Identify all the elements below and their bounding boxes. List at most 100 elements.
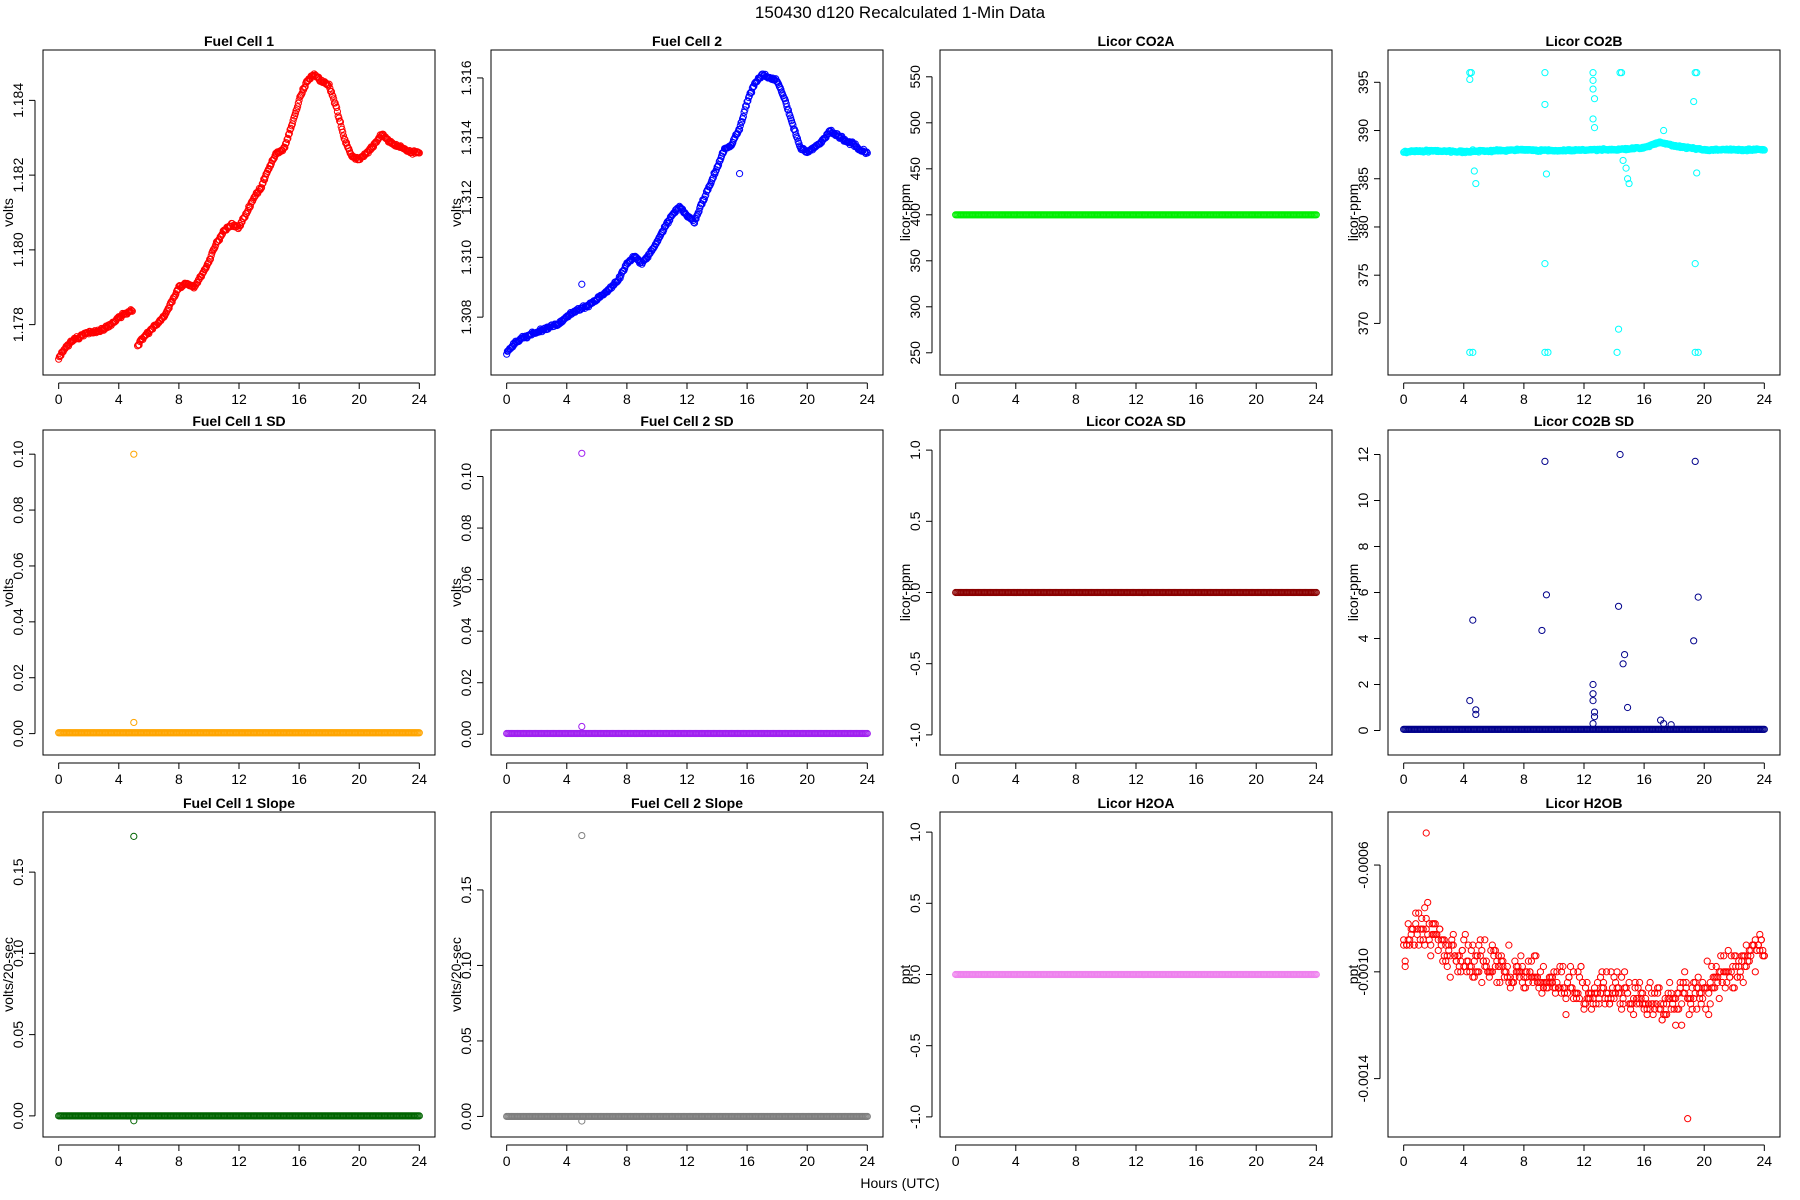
data-point [1401, 962, 1409, 971]
data-point [1412, 920, 1420, 928]
data-point [644, 253, 652, 261]
data-points [55, 70, 423, 363]
data-point [1613, 348, 1621, 356]
y-tick-label: 1.184 [10, 83, 26, 118]
data-point [333, 107, 342, 116]
data-point [1488, 941, 1496, 949]
data-point [1706, 1000, 1714, 1008]
data-point [784, 105, 792, 114]
data-point [1629, 1010, 1638, 1019]
data-point [1469, 616, 1477, 624]
x-tick-label: 8 [175, 1153, 183, 1169]
x-tick-label: 12 [1128, 771, 1144, 787]
y-tick-label: 0.5 [907, 511, 923, 531]
x-tick-label: 16 [1636, 771, 1652, 787]
data-point [1496, 962, 1504, 971]
data-point [1449, 930, 1457, 939]
x-axis: 0 4 8 12 16 20 24 [1400, 762, 1772, 787]
x-tick-label: 24 [412, 391, 428, 407]
data-point [165, 304, 173, 312]
y-tick-label: 0.10 [458, 952, 474, 979]
plot-frame [1387, 811, 1781, 1138]
data-point [744, 97, 752, 105]
panel-title: Fuel Cell 2 [652, 33, 722, 49]
y-tick-label: 395 [1355, 70, 1371, 94]
data-point [1419, 925, 1427, 933]
y-tick-label: 4 [1355, 634, 1371, 642]
data-point [1691, 348, 1699, 356]
data-point [709, 174, 717, 182]
y-axis-label: ppt [897, 965, 913, 985]
x-tick-label: 16 [291, 1153, 307, 1169]
y-tick-label: 1.0 [907, 822, 923, 842]
x-tick-label: 16 [291, 391, 307, 407]
data-point [1433, 930, 1441, 939]
data-point [1619, 660, 1627, 668]
x-tick-label: 20 [799, 771, 815, 787]
data-point [1415, 909, 1423, 917]
x-tick-label: 4 [115, 771, 123, 787]
x-axis: 0 4 8 12 16 20 24 [1400, 1144, 1772, 1169]
x-tick-label: 12 [231, 771, 247, 787]
data-points [952, 588, 1320, 597]
data-point [509, 343, 517, 351]
data-point [1466, 75, 1474, 84]
x-tick-label: 8 [623, 391, 631, 407]
y-tick-label: 250 [907, 341, 923, 365]
data-point [57, 351, 65, 360]
data-point [1590, 708, 1599, 716]
y-axis: 0.000.020.040.060.080.10 [458, 463, 484, 748]
data-point [1589, 85, 1597, 93]
data-point [1431, 920, 1439, 928]
data-point [1445, 946, 1453, 955]
y-axis-label: licor-ppm [897, 564, 913, 622]
y-tick-label: 0.00 [10, 1102, 26, 1129]
x-tick-label: 20 [1696, 1153, 1712, 1169]
data-point [1413, 930, 1421, 939]
x-tick-label: 4 [1012, 1153, 1020, 1169]
y-tick-label: 1.310 [458, 240, 474, 275]
data-point [1467, 946, 1475, 955]
y-tick-label: 0.05 [458, 1027, 474, 1054]
data-point [1590, 95, 1599, 103]
data-point [1715, 994, 1723, 1003]
data-point [1760, 725, 1768, 733]
x-tick-label: 20 [351, 771, 367, 787]
data-point [1410, 941, 1418, 949]
y-tick-label: 0.15 [458, 876, 474, 903]
data-point [415, 729, 423, 737]
data-point [1467, 69, 1475, 77]
data-point [862, 148, 871, 156]
x-tick-label: 12 [679, 771, 695, 787]
x-tick-label: 12 [1576, 391, 1592, 407]
x-tick-label: 0 [503, 771, 511, 787]
plot-frame [1387, 49, 1781, 376]
data-point [333, 103, 341, 112]
y-axis-label: licor-ppm [897, 184, 913, 242]
data-point [1622, 164, 1630, 172]
data-point [1403, 941, 1411, 949]
y-axis-label: ppt [1345, 965, 1361, 985]
data-point [789, 121, 797, 129]
data-point [1401, 957, 1409, 965]
data-point [1506, 984, 1514, 992]
y-axis: 0.000.050.100.15 [458, 876, 484, 1130]
data-point [1694, 348, 1702, 356]
y-tick-label: 1.312 [458, 180, 474, 215]
x-axis: 0 4 8 12 16 20 24 [1400, 382, 1772, 407]
x-tick-label: 4 [563, 1153, 571, 1169]
figure-title: 150430 d120 Recalculated 1-Min Data [755, 3, 1046, 22]
data-point [1491, 946, 1499, 955]
y-tick-label: 0.08 [458, 514, 474, 541]
y-axis-label: volts/20-sec [0, 937, 16, 1012]
data-point [1488, 968, 1496, 976]
y-tick-label: 0.08 [10, 496, 26, 523]
x-tick-label: 16 [1188, 391, 1204, 407]
data-point [1589, 76, 1597, 84]
plot-frame [939, 429, 1333, 756]
x-tick-label: 8 [1072, 1153, 1080, 1169]
data-point [1472, 179, 1480, 188]
